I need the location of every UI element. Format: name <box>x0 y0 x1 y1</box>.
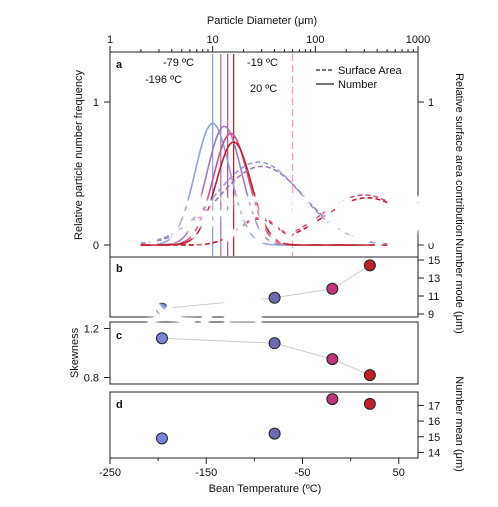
panel-a-left-tick-label: 0 <box>93 240 99 252</box>
top-tick-label-100: 100 <box>306 34 324 46</box>
panel-b-right-tick-label: 9 <box>428 309 434 321</box>
annotation-minus19: -19 ºC <box>247 57 278 69</box>
panel-b-right-ylabel: Number mode (μm) <box>453 238 465 334</box>
panel-a-curve-surface-7 <box>140 197 388 246</box>
panel-a-curve-surface-5 <box>140 165 388 245</box>
panel-d-right-tick-label: 14 <box>428 447 440 459</box>
panel-d-point-1 <box>268 427 281 440</box>
panel-d-right-tick-label: 17 <box>428 400 440 412</box>
panel-c-label: c <box>116 330 122 342</box>
panel-a-curve-surface-4 <box>140 161 388 245</box>
bottom-tick-label-50: 50 <box>393 467 405 479</box>
annotation-20: 20 ºC <box>250 83 277 95</box>
panel-c-point-2 <box>326 353 339 366</box>
panel-b-right-tick-label: 13 <box>428 273 440 285</box>
panel-b-trend-line <box>161 264 371 310</box>
legend-surface-label: Surface Area <box>338 65 402 77</box>
panel-b-point-0 <box>155 302 168 315</box>
panel-a-left-tick-label: 1 <box>93 97 99 109</box>
annotation-minus79: -79 ºC <box>163 57 194 69</box>
top-tick-label-1: 1 <box>107 34 113 46</box>
panel-d-right-tick-label: 15 <box>428 432 440 444</box>
panel-b-point-1 <box>268 291 281 304</box>
panel-d-point-2 <box>326 393 339 406</box>
panel-d-right-tick-label: 16 <box>428 416 440 428</box>
panel-b-point-2 <box>326 282 339 295</box>
panel-a-right-tick-label: 0 <box>428 240 434 252</box>
top-tick-label-1000: 1000 <box>406 34 430 46</box>
panel-c-point-1 <box>268 337 281 350</box>
panel-d-right-ylabel: Number mean (μm) <box>453 376 465 472</box>
panel-c-left-tick-label: 1.2 <box>84 323 99 335</box>
panel-c-left-ylabel: Skewness <box>69 327 81 378</box>
panel-a-right-ylabel: Relative surface area contribution <box>453 73 465 237</box>
panel-d-point-3 <box>363 397 376 410</box>
panel-c-point-3 <box>363 369 376 382</box>
panel-b-point-3 <box>363 259 376 272</box>
panel-a-right-tick-label: 1 <box>428 97 434 109</box>
panel-c-point-0 <box>155 332 168 345</box>
panel-b-right-tick-label: 11 <box>428 291 439 303</box>
panel-c-left-tick-label: 0.8 <box>84 373 99 385</box>
panel-c-frame <box>109 321 419 385</box>
panel-a-curve-number-3 <box>140 141 388 246</box>
panel-a-left-ylabel: Relative particle number frequency <box>73 70 85 240</box>
legend-number-label: Number <box>338 79 377 91</box>
panel-d-label: d <box>116 399 123 411</box>
chart-marks: 1 10 100 1000-250 -150 -50 50010191113150.81.2… <box>84 34 441 479</box>
top-axis-title: Particle Diameter (μm) <box>207 15 317 27</box>
bottom-tick-label--150: -150 <box>195 467 217 479</box>
bottom-tick-label--250: -250 <box>99 467 121 479</box>
panel-b-frame <box>109 256 419 318</box>
annotation-minus196: -196 ºC <box>145 74 182 86</box>
panel-c-trend-line <box>161 337 371 376</box>
bottom-tick-label--50: -50 <box>295 467 311 479</box>
panel-b-right-tick-label: 15 <box>428 255 440 267</box>
top-tick-label-10: 10 <box>207 34 219 46</box>
panel-a-label: a <box>116 59 123 71</box>
panel-d-point-0 <box>155 432 168 445</box>
panel-b-label: b <box>116 263 123 275</box>
panel-d-frame <box>109 391 419 459</box>
bottom-axis-title: Bean Temperature (ºC) <box>209 483 322 495</box>
